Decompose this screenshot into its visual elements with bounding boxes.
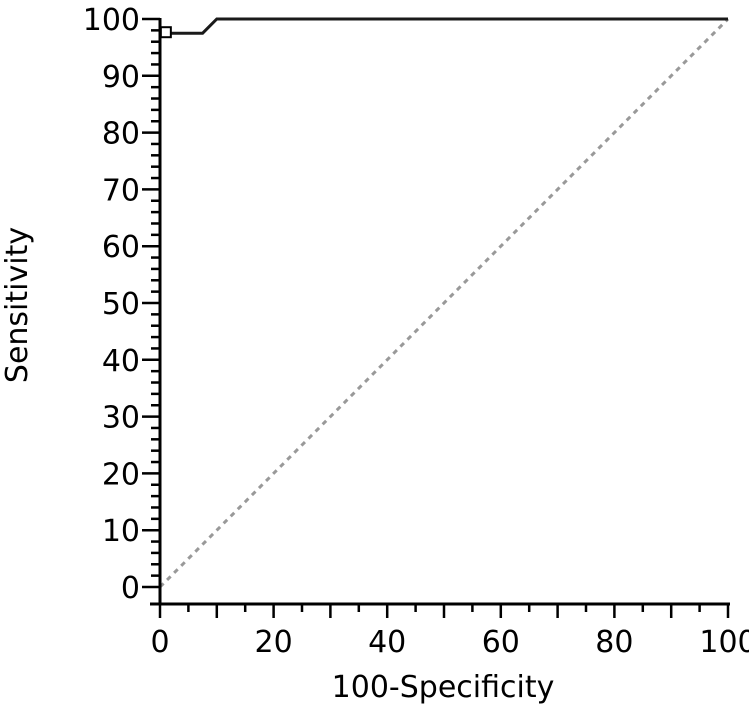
axis-ticks bbox=[142, 17, 730, 618]
series-layer bbox=[158, 17, 730, 589]
y-tick-label: 60 bbox=[102, 230, 140, 265]
x-tick-label: 40 bbox=[368, 625, 406, 660]
y-tick-label: 70 bbox=[102, 173, 140, 208]
x-tick-label: 80 bbox=[595, 625, 633, 660]
y-tick-label: 30 bbox=[102, 401, 140, 436]
square-marker bbox=[159, 26, 172, 39]
y-tick-label: 40 bbox=[102, 344, 140, 379]
y-tick-label: 80 bbox=[102, 117, 140, 152]
y-tick-label: 20 bbox=[102, 457, 140, 492]
y-tick-label: 10 bbox=[102, 514, 140, 549]
x-axis-title: 100-Specificity bbox=[332, 670, 555, 705]
y-tick-label: 100 bbox=[83, 3, 140, 38]
y-axis-title: Sensitivity bbox=[0, 227, 35, 383]
x-tick-label: 20 bbox=[255, 625, 293, 660]
y-tick-label: 90 bbox=[102, 60, 140, 95]
tick-labels: 0 10 20 30 40 50 60 70 80 90 100 0 20 40 60 80 100 bbox=[83, 3, 749, 660]
x-tick-label: 60 bbox=[482, 625, 520, 660]
reference-diagonal-line bbox=[158, 17, 730, 589]
y-tick-label: 50 bbox=[102, 287, 140, 322]
x-tick-label: 100 bbox=[699, 625, 749, 660]
y-tick-label: 0 bbox=[121, 571, 140, 606]
x-tick-label: 0 bbox=[150, 625, 169, 660]
